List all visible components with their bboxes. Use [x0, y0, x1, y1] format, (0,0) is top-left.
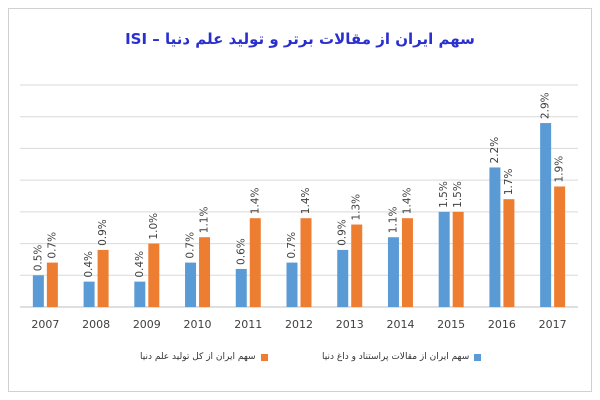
data-label: 1.1% [387, 207, 399, 234]
data-label: 0.4% [83, 251, 95, 278]
x-tick-label: 2009 [133, 318, 161, 331]
bar-total-output-2013 [351, 224, 363, 307]
bar-cited-papers-2014 [387, 237, 399, 307]
bar-total-output-2008 [97, 249, 109, 307]
data-label: 2.2% [489, 137, 501, 164]
bar-cited-papers-2013 [337, 249, 349, 307]
legend-label-cited-papers: سهم ایران از مقالات پراستناد و داغ دنیا [322, 352, 470, 362]
bar-cited-papers-2012 [286, 262, 298, 307]
x-tick-label: 2010 [184, 318, 212, 331]
bar-total-output-2007 [46, 262, 58, 307]
data-label: 1.0% [148, 213, 160, 240]
data-label: 0.9% [97, 219, 109, 246]
data-label: 0.4% [134, 251, 146, 278]
legend-item-cited-papers: سهم ایران از مقالات پراستناد و داغ دنیا [322, 352, 482, 362]
data-label: 1.3% [351, 194, 363, 221]
bar-cited-papers-2009 [134, 281, 146, 307]
legend-swatch-blue [474, 353, 482, 361]
bar-cited-papers-2011 [235, 268, 247, 307]
bar-total-output-2009 [148, 243, 160, 307]
data-label: 0.7% [185, 232, 197, 259]
bar-cited-papers-2007 [32, 275, 44, 307]
data-label: 2.9% [540, 92, 552, 119]
x-tick-label: 2012 [285, 318, 313, 331]
bar-total-output-2015 [452, 211, 464, 307]
x-tick-label: 2011 [234, 318, 262, 331]
data-label: 1.9% [554, 156, 566, 183]
x-tick-label: 2016 [488, 318, 516, 331]
data-label: 1.7% [503, 168, 515, 195]
x-tick-label: 2008 [82, 318, 110, 331]
chart-title: سهم ایران از مقالات برتر و تولید علم دنی… [125, 30, 475, 48]
x-tick-label: 2015 [437, 318, 465, 331]
bar-total-output-2014 [401, 218, 413, 307]
data-label: 1.4% [300, 188, 312, 215]
data-label: 0.5% [32, 245, 44, 272]
x-tick-label: 2007 [31, 318, 59, 331]
bar-cited-papers-2010 [185, 262, 197, 307]
legend-label-total-output: سهم ایران از کل تولید علم دنیا [140, 352, 256, 362]
data-label: 1.4% [401, 188, 413, 215]
data-label: 0.6% [235, 238, 247, 265]
legend-item-total-output: سهم ایران از کل تولید علم دنیا [140, 352, 268, 362]
bar-total-output-2017 [554, 186, 566, 307]
bar-cited-papers-2008 [83, 281, 95, 307]
data-label: 1.4% [249, 188, 261, 215]
bar-total-output-2012 [300, 218, 312, 307]
bar-total-output-2016 [503, 199, 515, 307]
bar-cited-papers-2017 [540, 123, 552, 307]
bar-cited-papers-2015 [438, 211, 450, 307]
bar-total-output-2011 [249, 218, 261, 307]
bar-total-output-2010 [199, 237, 211, 307]
bar-cited-papers-2016 [489, 167, 501, 307]
x-tick-label: 2013 [336, 318, 364, 331]
data-label: 0.9% [337, 219, 349, 246]
data-label: 0.7% [286, 232, 298, 259]
data-label: 0.7% [46, 232, 58, 259]
x-tick-label: 2017 [539, 318, 567, 331]
legend-swatch-orange [260, 353, 268, 361]
data-label: 1.5% [438, 181, 450, 208]
data-label: 1.1% [199, 207, 211, 234]
x-tick-label: 2014 [386, 318, 414, 331]
data-label: 1.5% [452, 181, 464, 208]
